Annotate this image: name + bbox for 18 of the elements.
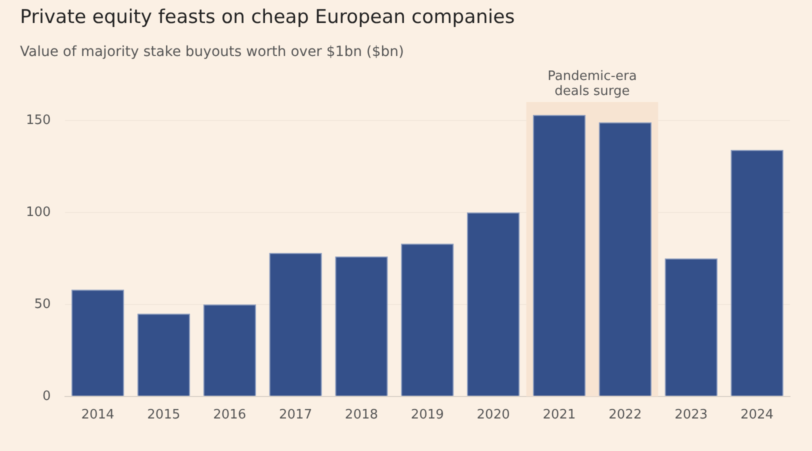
x-tick-label: 2015 bbox=[147, 408, 180, 423]
x-tick-label: 2018 bbox=[344, 408, 378, 423]
band-label: Pandemic-era deals surge bbox=[548, 68, 637, 99]
x-tick-label: 2020 bbox=[476, 408, 510, 423]
x-tick-label: 2014 bbox=[81, 408, 114, 423]
x-tick-label: 2019 bbox=[410, 408, 444, 423]
y-tick-label: 100 bbox=[26, 204, 51, 220]
y-tick-label: 50 bbox=[34, 296, 51, 312]
x-tick-label: 2017 bbox=[279, 408, 312, 423]
y-tick-label: 0 bbox=[42, 388, 51, 404]
x-tick-label: 2016 bbox=[213, 408, 246, 423]
x-tick-label: 2021 bbox=[542, 408, 576, 423]
x-tick-label: 2022 bbox=[608, 408, 642, 423]
chart-title: Private equity feasts on cheap European companies bbox=[20, 6, 515, 28]
chart-subtitle: Value of majority stake buyouts worth over $1bn ($bn) bbox=[20, 44, 404, 60]
x-tick-label: 2024 bbox=[740, 408, 774, 423]
y-tick-label: 150 bbox=[26, 112, 51, 128]
x-tick-label: 2023 bbox=[674, 408, 708, 423]
